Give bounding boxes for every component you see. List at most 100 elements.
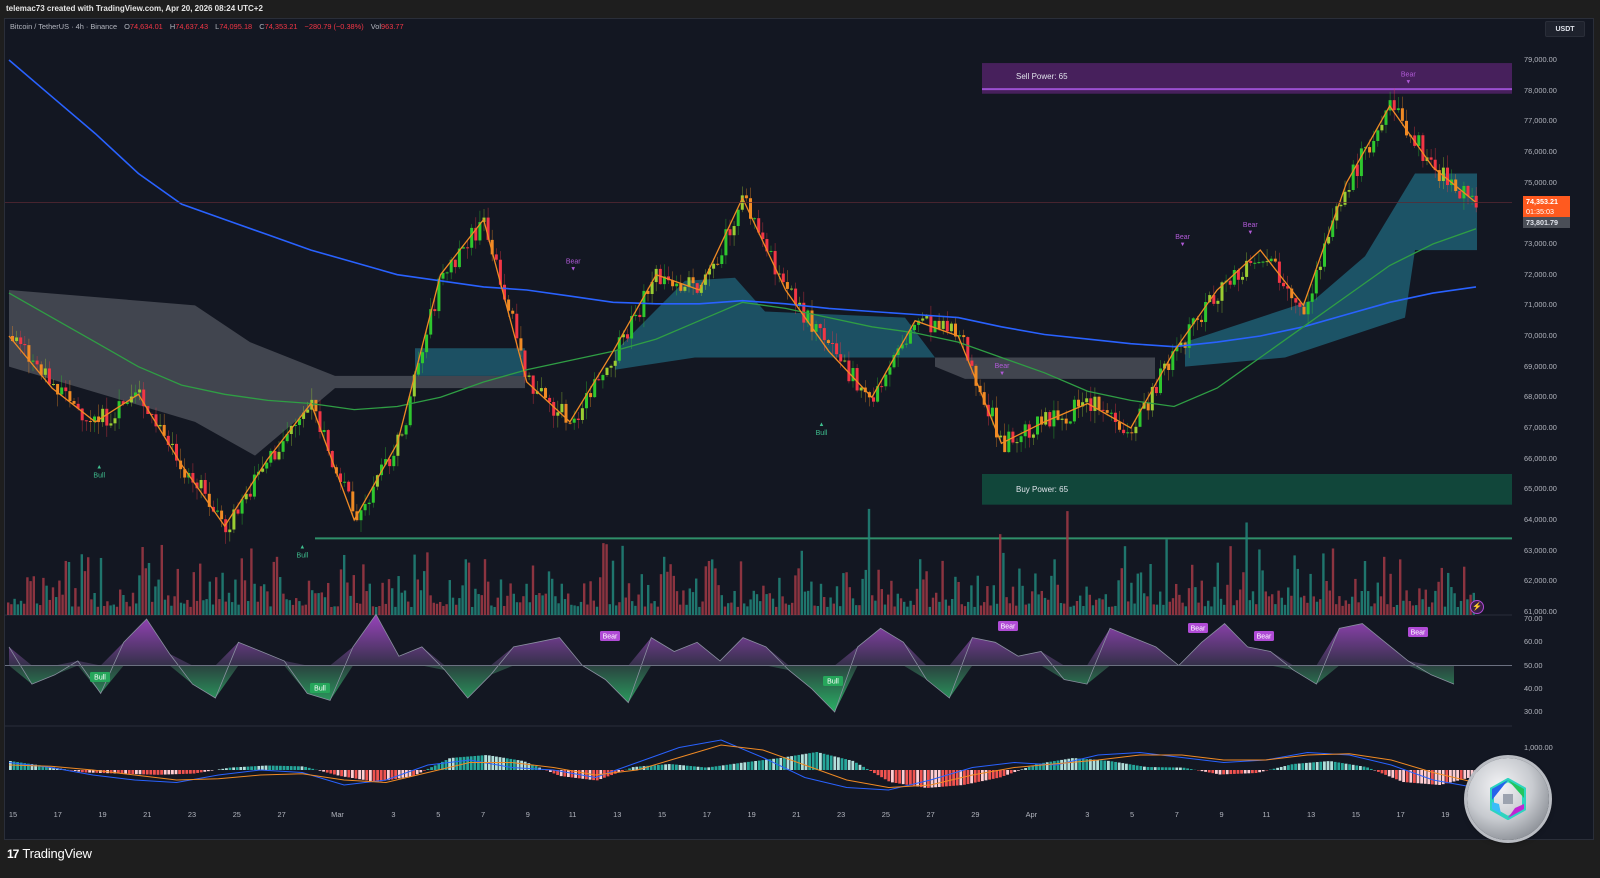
svg-text:Bear: Bear [1401, 72, 1416, 79]
date-tick: 5 [436, 810, 441, 819]
price-tick: 72,000.00 [1524, 269, 1557, 279]
author-credit: telemac73 created with TradingView.com, … [6, 4, 263, 13]
svg-text:Bear: Bear [566, 259, 581, 266]
lightning-icon[interactable]: ⚡ [1470, 600, 1484, 614]
high-value: H74,637.43 [169, 22, 209, 31]
svg-text:▼: ▼ [999, 371, 1005, 377]
date-tick: 17 [53, 810, 62, 819]
macd-tick: 1,000.00 [1524, 743, 1553, 752]
svg-text:Bull: Bull [816, 430, 828, 437]
change-value: −280.79 (−0.38%) [304, 22, 364, 31]
oscillator-tick: 60.00 [1524, 637, 1543, 647]
price-tick: 70,000.00 [1524, 331, 1557, 340]
date-tick: 5 [1130, 810, 1135, 819]
oscillator-tick: 30.00 [1524, 707, 1543, 716]
low-value: L74,095.18 [215, 22, 253, 31]
price-tick: 61,000.00 [1524, 607, 1557, 616]
current-price-tag: 74,353.21 01:35:03 [1523, 196, 1570, 218]
price-tick: 77,000.00 [1524, 116, 1557, 126]
price-tick: 65,000.00 [1524, 484, 1557, 494]
date-tick: 29 [971, 810, 980, 819]
open-value: O74,634.01 [124, 22, 163, 31]
price-axis[interactable]: 79,000.00 78,000.00 77,000.00 76,000.00 75,0… [1512, 19, 1594, 839]
price-chart-canvas[interactable]: Bull▲Bull▲Bear▼Bull▲Bear▼Bear▼Bear▼Bear▼… [5, 19, 1512, 809]
oscillator-tick: 70.00 [1524, 614, 1543, 623]
date-tick: 23 [187, 810, 197, 819]
bar-countdown: 01:35:03 [1526, 207, 1554, 216]
date-tick: 27 [277, 810, 286, 819]
date-tick: 15 [657, 810, 667, 819]
secondary-price-tag: 73,801.79 [1523, 217, 1570, 228]
date-tick: 19 [747, 810, 756, 819]
price-tick: 79,000.00 [1524, 55, 1557, 64]
svg-text:Bull: Bull [94, 675, 106, 682]
hexagon-logo-icon [1490, 778, 1526, 820]
date-tick: 19 [98, 810, 107, 819]
svg-text:▼: ▼ [1405, 80, 1411, 86]
volume-value: Vol963.77 [370, 22, 404, 31]
date-tick: 11 [568, 810, 577, 819]
date-tick: 13 [613, 810, 622, 819]
date-tick: 11 [1262, 810, 1271, 819]
current-price: 74,353.21 [1526, 197, 1558, 206]
svg-text:Bear: Bear [1001, 624, 1016, 631]
svg-text:▼: ▼ [570, 267, 576, 273]
sell-power-label: Sell Power: 65 [1016, 72, 1068, 81]
date-tick: 9 [1219, 810, 1224, 819]
date-tick: 21 [792, 810, 801, 819]
date-tick: 23 [836, 810, 846, 819]
date-tick: Mar [331, 810, 344, 819]
svg-text:Bear: Bear [1191, 626, 1206, 633]
price-tick: 64,000.00 [1524, 515, 1557, 524]
price-tick: 75,000.00 [1524, 177, 1557, 187]
coin-logo-icon [1467, 758, 1549, 840]
close-value: C74,353.21 [259, 22, 298, 31]
price-tick: 67,000.00 [1524, 423, 1557, 432]
price-tick: 63,000.00 [1524, 545, 1557, 555]
svg-text:▲: ▲ [299, 544, 305, 550]
date-tick: 21 [143, 810, 152, 819]
price-tick: 62,000.00 [1524, 576, 1557, 586]
date-tick: 25 [881, 810, 890, 819]
svg-text:Bear: Bear [1411, 630, 1426, 637]
date-tick: 9 [525, 810, 530, 819]
date-tick: 19 [1441, 810, 1450, 819]
date-tick: 7 [1174, 810, 1179, 819]
date-tick: 17 [702, 810, 711, 819]
date-tick: 15 [8, 810, 18, 819]
svg-text:Bear: Bear [1175, 234, 1190, 241]
date-tick: 27 [926, 810, 935, 819]
oscillator-tick: 40.00 [1524, 683, 1543, 693]
time-axis[interactable]: 15 17 19 21 23 25 27 Mar 3 5 7 9 11 13 15 17 19 21 23 25 27 2… [5, 808, 1505, 828]
price-tick: 73,000.00 [1524, 239, 1557, 248]
date-tick: 7 [480, 810, 486, 819]
brand-name: TradingView [22, 846, 92, 861]
svg-text:▲: ▲ [819, 422, 825, 428]
date-tick: 13 [1307, 810, 1316, 819]
currency-selector[interactable]: USDT [1545, 21, 1585, 37]
price-tick: 66,000.00 [1524, 453, 1557, 463]
date-tick: 17 [1396, 810, 1405, 819]
svg-text:▼: ▼ [1247, 230, 1253, 236]
svg-text:Bear: Bear [603, 634, 618, 641]
symbol-name[interactable]: Bitcoin / TetherUS · 4h · Binance [10, 22, 118, 31]
price-tick: 69,000.00 [1524, 361, 1557, 371]
svg-text:Bull: Bull [827, 679, 839, 686]
svg-text:Bull: Bull [297, 552, 309, 559]
date-tick: Apr [1025, 810, 1038, 819]
tradingview-brand[interactable]: 17 TradingView [7, 846, 92, 861]
svg-text:Bear: Bear [995, 363, 1010, 370]
date-tick: 15 [1351, 810, 1361, 819]
price-tick: 76,000.00 [1524, 147, 1557, 156]
date-tick: 3 [391, 810, 396, 819]
svg-text:Bull: Bull [93, 473, 105, 480]
date-tick: 3 [1085, 810, 1090, 819]
ohlc-legend: Bitcoin / TetherUS · 4h · Binance O74,63… [10, 22, 409, 31]
price-tick: 68,000.00 [1524, 392, 1557, 402]
date-tick: 25 [232, 810, 241, 819]
footer: 17 TradingView [0, 840, 1600, 878]
svg-text:Bear: Bear [1257, 634, 1272, 641]
top-credit-bar: telemac73 created with TradingView.com, … [0, 0, 1600, 20]
price-tick: 71,000.00 [1524, 300, 1557, 310]
buy-power-label: Buy Power: 65 [1016, 485, 1069, 494]
